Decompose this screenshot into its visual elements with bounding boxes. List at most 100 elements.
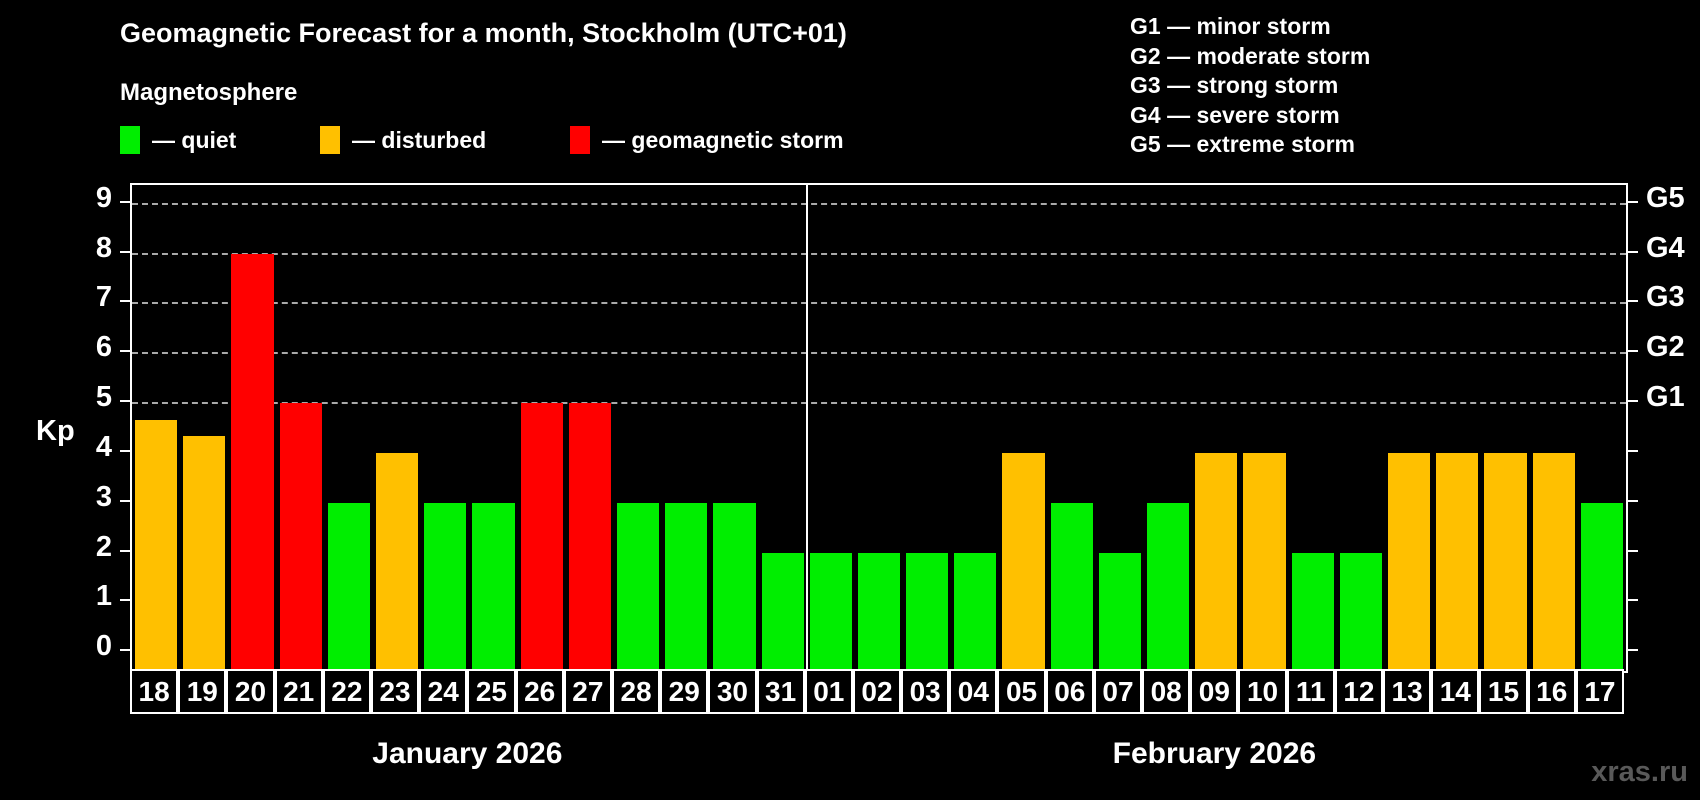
gridline [132, 202, 1626, 205]
day-label: 19 [178, 669, 227, 714]
kp-bar [1484, 452, 1527, 671]
day-label: 16 [1527, 669, 1576, 714]
day-label: 13 [1383, 669, 1432, 714]
kp-bar [1195, 452, 1238, 671]
legend-label-quiet: — quiet [152, 126, 237, 153]
axis-tick [1628, 599, 1638, 602]
day-label: 10 [1238, 669, 1287, 714]
day-label: 28 [611, 669, 661, 714]
axis-tick [120, 300, 130, 303]
y-tick-label: 1 [95, 580, 112, 613]
day-label: 15 [1479, 669, 1528, 714]
kp-bar [954, 552, 997, 671]
gridline [132, 352, 1626, 355]
kp-bar [327, 502, 370, 671]
day-label: 18 [130, 669, 179, 714]
disturbed-color-swatch [320, 126, 340, 154]
quiet-color-swatch [120, 126, 140, 154]
kp-bar [761, 552, 804, 671]
gridline [132, 302, 1626, 305]
day-label: 08 [1142, 669, 1191, 714]
day-label: 25 [467, 669, 516, 714]
kp-bar [183, 436, 226, 671]
gridline [132, 402, 1626, 405]
legend-item-storm: — geomagnetic storm [570, 124, 844, 156]
axis-tick [1628, 549, 1638, 552]
day-label: 31 [756, 669, 805, 714]
gridline [132, 252, 1626, 255]
kp-bar [1580, 502, 1623, 671]
day-label: 17 [1575, 669, 1624, 714]
day-label: 29 [660, 669, 709, 714]
kp-bar [1002, 452, 1045, 671]
axis-tick [1628, 400, 1638, 403]
watermark: xras.ru [1591, 756, 1688, 788]
day-label: 24 [419, 669, 468, 714]
day-label: 20 [226, 669, 275, 714]
g-level-label: G3 [1646, 281, 1685, 314]
day-label: 26 [515, 669, 564, 714]
day-label: 09 [1190, 669, 1239, 714]
day-label: 02 [852, 669, 902, 714]
y-tick-label: 7 [95, 281, 112, 314]
y-tick-label: 6 [95, 331, 112, 364]
kp-bar [424, 502, 467, 671]
kp-bar [857, 552, 901, 671]
g-level-label: G5 [1646, 181, 1685, 214]
axis-tick [1628, 350, 1638, 353]
kp-bar [906, 552, 949, 671]
day-label: 03 [901, 669, 950, 714]
kp-bar [1291, 552, 1334, 671]
g-scale-legend-line: G4 — severe storm [1130, 101, 1340, 128]
kp-bar [1243, 452, 1286, 671]
y-tick-label: 3 [95, 480, 112, 513]
kp-bar [713, 502, 756, 671]
g-scale-legend-line: G2 — moderate storm [1130, 42, 1371, 69]
kp-bar [1532, 452, 1575, 671]
kp-bar [809, 552, 852, 671]
kp-bar [375, 452, 419, 671]
kp-bar [279, 403, 322, 671]
kp-bar [1050, 502, 1093, 671]
axis-tick [120, 350, 130, 353]
legend-label-disturbed: — disturbed [352, 126, 487, 153]
axis-tick [1628, 200, 1638, 203]
plot-area [130, 183, 1628, 673]
day-label: 30 [708, 669, 757, 714]
axis-tick [120, 400, 130, 403]
day-label: 14 [1431, 669, 1480, 714]
legend-item-quiet: — quiet [120, 124, 236, 156]
kp-bar [1388, 452, 1431, 671]
axis-tick [120, 599, 130, 602]
day-label: 06 [1045, 669, 1094, 714]
axis-tick [120, 499, 130, 502]
axis-tick [1628, 250, 1638, 253]
g-scale-legend-line: G1 — minor storm [1130, 13, 1331, 39]
day-label: 12 [1334, 669, 1384, 714]
axis-tick [1628, 300, 1638, 303]
y-tick-label: 4 [95, 430, 112, 463]
day-label: 23 [370, 669, 420, 714]
g-scale-legend-line: G5 — extreme storm [1130, 131, 1355, 157]
axis-tick [120, 200, 130, 203]
kp-bar [472, 502, 515, 671]
y-tick-label: 9 [95, 181, 112, 214]
axis-tick [1628, 649, 1638, 652]
day-label: 04 [949, 669, 998, 714]
day-label: 27 [563, 669, 612, 714]
axis-tick [1628, 499, 1638, 502]
kp-bar [135, 419, 178, 671]
axis-tick [120, 449, 130, 452]
day-label: 11 [1286, 669, 1335, 714]
kp-bar [616, 502, 660, 671]
y-tick-label: 2 [95, 530, 112, 563]
day-label: 07 [1093, 669, 1143, 714]
day-label: 21 [274, 669, 323, 714]
month-label: February 2026 [1112, 737, 1317, 770]
kp-bar [665, 502, 708, 671]
g-level-label: G2 [1646, 331, 1685, 364]
kp-bar [1339, 552, 1383, 671]
legend-item-disturbed: — disturbed [320, 124, 486, 156]
kp-bar [1147, 502, 1190, 671]
